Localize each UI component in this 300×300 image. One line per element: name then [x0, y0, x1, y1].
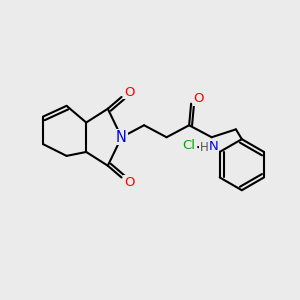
Text: N: N: [209, 140, 218, 153]
Text: H: H: [200, 141, 208, 154]
Text: O: O: [194, 92, 204, 105]
Text: O: O: [124, 85, 135, 99]
Text: Cl: Cl: [182, 139, 195, 152]
Text: N: N: [116, 130, 127, 145]
Text: O: O: [124, 176, 135, 189]
